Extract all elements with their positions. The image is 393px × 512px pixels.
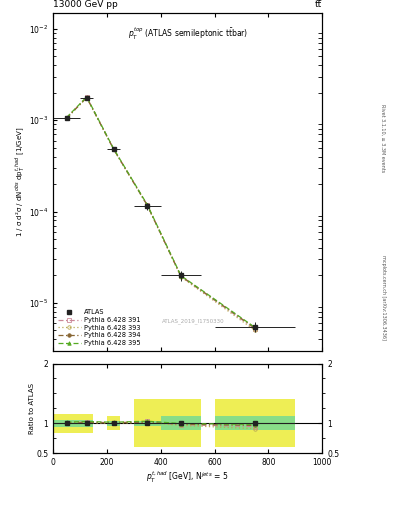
Text: 13000 GeV pp: 13000 GeV pp: [53, 1, 118, 9]
Text: ATLAS_2019_I1750330: ATLAS_2019_I1750330: [162, 318, 224, 324]
Legend: ATLAS, Pythia 6.428 391, Pythia 6.428 393, Pythia 6.428 394, Pythia 6.428 395: ATLAS, Pythia 6.428 391, Pythia 6.428 39…: [56, 308, 142, 347]
Text: mcplots.cern.ch [arXiv:1306.3436]: mcplots.cern.ch [arXiv:1306.3436]: [381, 254, 386, 339]
X-axis label: $p_T^{t,had}$ [GeV], N$^{jets}$ = 5: $p_T^{t,had}$ [GeV], N$^{jets}$ = 5: [146, 470, 229, 485]
Y-axis label: 1 / σ d²σ / dN$^{obs}$ dp$_T^{t,had}$ [1/GeV]: 1 / σ d²σ / dN$^{obs}$ dp$_T^{t,had}$ [1…: [14, 126, 28, 237]
Y-axis label: Ratio to ATLAS: Ratio to ATLAS: [29, 383, 35, 434]
Text: $p_T^{top}$ (ATLAS semileptonic t$\bar{\rm t}$bar): $p_T^{top}$ (ATLAS semileptonic t$\bar{\…: [127, 26, 248, 42]
Text: tt̅: tt̅: [315, 1, 322, 9]
Text: Rivet 3.1.10, ≥ 3.3M events: Rivet 3.1.10, ≥ 3.3M events: [381, 104, 386, 173]
